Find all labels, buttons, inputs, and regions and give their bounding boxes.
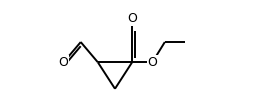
Text: O: O — [127, 12, 137, 25]
Text: O: O — [59, 56, 69, 69]
Text: O: O — [147, 56, 157, 69]
